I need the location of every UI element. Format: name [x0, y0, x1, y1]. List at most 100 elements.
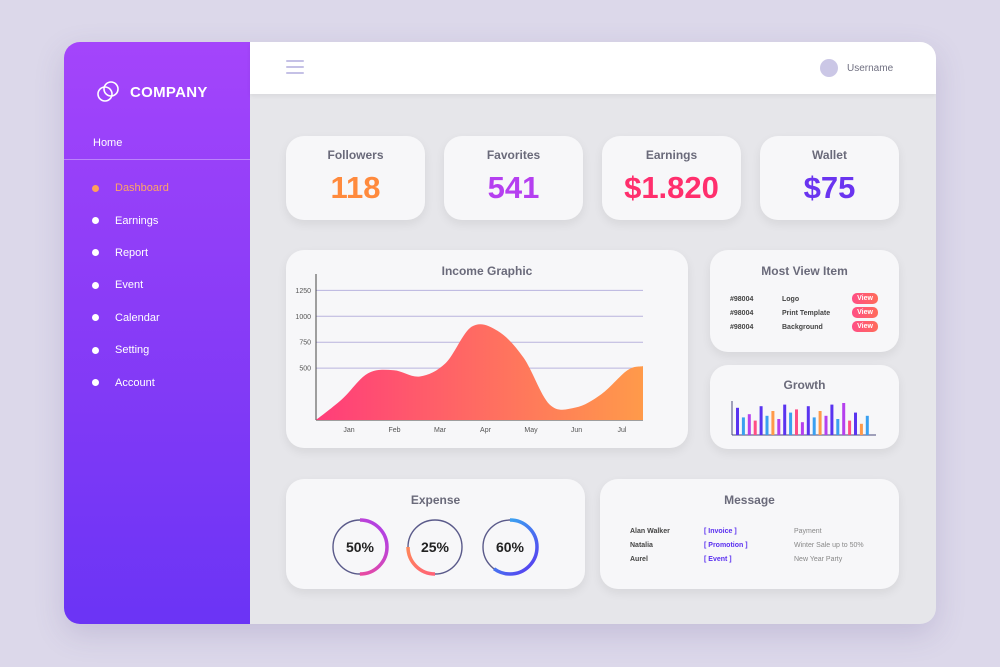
item-name: Logo [782, 296, 800, 303]
message-text: Winter Sale up to 50% [794, 542, 864, 549]
stat-card-favorites: Favorites 541 [444, 136, 583, 220]
growth-bar [842, 403, 846, 435]
x-tick-label: Jun [571, 427, 582, 434]
dot-icon [92, 379, 99, 387]
stat-label: Wallet [812, 148, 847, 162]
growth-bar [777, 419, 781, 435]
growth-bar [865, 415, 869, 435]
growth-bar [806, 406, 810, 435]
growth-bar [736, 407, 739, 435]
company-logo-icon [97, 81, 119, 102]
message-sender: Alan Walker [630, 528, 670, 535]
brand-name: COMPANY [130, 83, 208, 101]
sidebar-item-label: Dashboard [115, 182, 169, 195]
message-card: Message Alan Walker [ Invoice ] Payment … [600, 479, 899, 589]
sidebar-item-label: Earnings [115, 214, 159, 227]
view-button[interactable]: View [852, 321, 878, 332]
expense-percent: 60% [495, 539, 525, 555]
message-tag: [ Promotion ] [704, 542, 748, 549]
view-button[interactable]: View [852, 293, 878, 304]
dot-icon [92, 249, 99, 257]
growth-bar [783, 404, 787, 435]
message-text: Payment [794, 528, 822, 535]
y-tick-label: 1000 [295, 314, 311, 321]
avatar[interactable] [820, 59, 838, 77]
y-tick-label: 1250 [295, 288, 311, 295]
item-id: #98004 [730, 310, 754, 317]
sidebar-item-report[interactable]: Report [92, 237, 169, 269]
message-row[interactable]: Natalia [ Promotion ] Winter Sale up to … [630, 542, 880, 556]
message-title: Message [724, 493, 775, 507]
growth-bar [859, 423, 863, 435]
dashboard-window: COMPANY Home Dashboard Earnings Report E… [64, 42, 936, 624]
most-view-card: Most View Item #98004 Logo View #98004 P… [710, 250, 899, 352]
active-dot-icon [92, 184, 99, 192]
stat-label: Followers [327, 148, 384, 162]
y-tick-label: 750 [299, 340, 311, 347]
growth-title: Growth [783, 378, 826, 392]
expense-percent: 25% [420, 539, 450, 555]
dot-icon [92, 281, 99, 289]
expense-ring-3 [481, 518, 539, 576]
x-tick-label: May [524, 427, 538, 434]
sidebar-item-label: Event [115, 279, 144, 292]
username[interactable]: Username [847, 63, 894, 74]
sidebar-item-calendar[interactable]: Calendar [92, 302, 169, 334]
stat-card-earnings: Earnings $1.820 [602, 136, 741, 220]
dot-icon [92, 346, 99, 354]
growth-bar [753, 420, 757, 435]
list-item: #98004 Logo View [730, 293, 880, 307]
sidebar-item-dashboard[interactable]: Dashboard [92, 172, 169, 204]
message-text: New Year Party [794, 556, 843, 563]
growth-bar [795, 409, 798, 435]
sidebar-divider [64, 159, 250, 160]
stat-value: $1.820 [624, 170, 719, 205]
view-button[interactable]: View [852, 307, 878, 318]
hamburger-menu-icon[interactable] [286, 60, 304, 75]
sidebar-home[interactable]: Home [93, 137, 123, 149]
sidebar-item-event[interactable]: Event [92, 269, 169, 301]
stat-card-followers: Followers 118 [286, 136, 425, 220]
expense-percent: 50% [345, 539, 375, 555]
sidebar-item-account[interactable]: Account [92, 366, 169, 398]
growth-bar-chart [731, 401, 876, 436]
item-name: Print Template [782, 310, 831, 317]
sidebar-item-label: Report [115, 246, 149, 259]
growth-bar [771, 411, 775, 435]
income-area-series [316, 324, 643, 420]
sidebar-item-label: Account [115, 376, 155, 389]
top-bar: Username [250, 42, 936, 94]
x-tick-label: Apr [480, 427, 492, 434]
growth-bar [848, 420, 852, 435]
growth-bar [741, 417, 745, 435]
income-chart-title: Income Graphic [441, 264, 533, 278]
item-id: #98004 [730, 296, 754, 303]
brand-logo[interactable]: COMPANY [94, 78, 208, 106]
dot-icon [92, 217, 99, 225]
x-tick-label: Mar [434, 427, 447, 434]
stat-card-wallet: Wallet $75 [760, 136, 899, 220]
sidebar-item-setting[interactable]: Setting [92, 334, 169, 366]
dot-icon [92, 314, 99, 322]
message-tag: [ Invoice ] [704, 528, 737, 535]
stat-label: Earnings [645, 148, 698, 162]
income-area-chart: 500 750 1000 1250 Jan Feb Mar Apr May Jun Jul [295, 274, 643, 434]
most-view-title: Most View Item [761, 264, 848, 278]
message-row[interactable]: Aurel [ Event ] New Year Party [630, 556, 880, 570]
expense-card: Expense 50% 25% 60% [286, 479, 585, 589]
stat-value: $75 [803, 170, 856, 205]
x-tick-label: Jul [618, 427, 627, 434]
expense-title: Expense [410, 493, 461, 507]
sidebar-item-earnings[interactable]: Earnings [92, 204, 169, 236]
growth-bar [836, 419, 840, 435]
list-item: #98004 Background View [730, 321, 880, 335]
y-tick-label: 500 [299, 366, 311, 373]
growth-bar [854, 412, 857, 435]
growth-card: Growth [710, 365, 899, 449]
growth-bar [759, 406, 763, 435]
growth-bar [824, 415, 828, 435]
list-item: #98004 Print Template View [730, 307, 880, 321]
sidebar: COMPANY Home Dashboard Earnings Report E… [64, 42, 250, 624]
message-row[interactable]: Alan Walker [ Invoice ] Payment [630, 528, 880, 542]
x-tick-label: Jan [343, 427, 354, 434]
